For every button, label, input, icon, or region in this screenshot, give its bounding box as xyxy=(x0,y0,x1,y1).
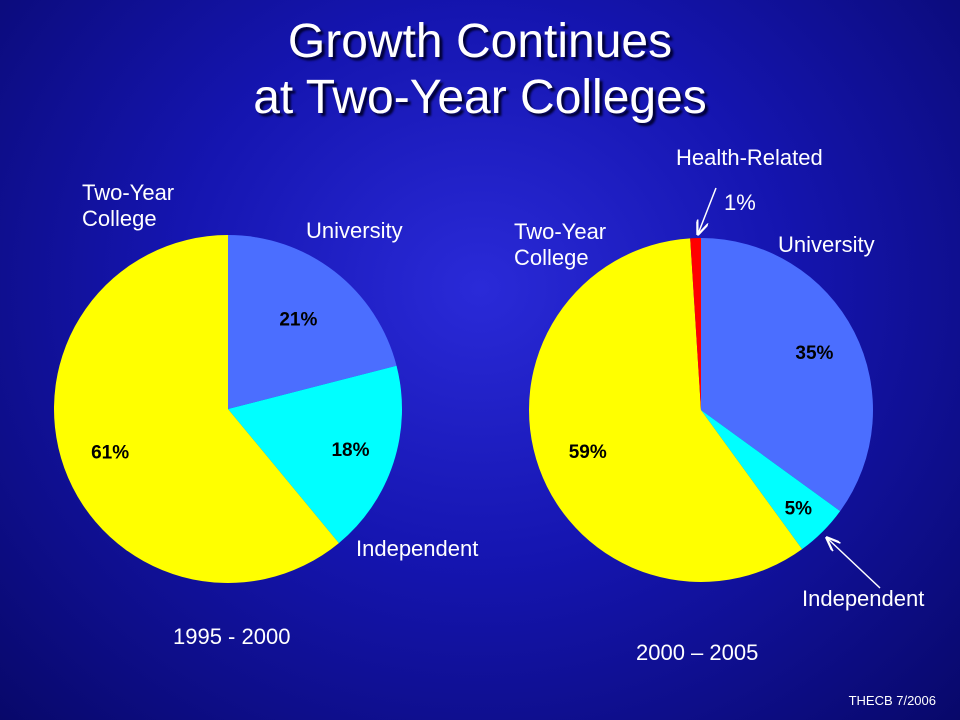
title-line-2: at Two-Year Colleges xyxy=(253,71,707,124)
chart2-slice-independent xyxy=(701,410,841,550)
pie-chart-1995-2000: 21% 18% 61% xyxy=(53,235,402,583)
chart2-university-label: University xyxy=(778,232,875,257)
chart1-slice-label-university: 21% xyxy=(279,309,317,330)
chart1-two-year-label-line2: College xyxy=(82,206,157,231)
chart2-health-related-label: Health-Related xyxy=(676,145,823,170)
chart2-two-year-label: Two-Year College xyxy=(514,219,606,271)
footer-credit: THECB 7/2006 xyxy=(848,693,936,708)
chart1-slice-two-year-college xyxy=(53,235,339,583)
chart1-university-label: University xyxy=(306,218,403,243)
chart2-slice-label-two-year-college: 59% xyxy=(569,442,607,463)
chart2-slice-university xyxy=(701,238,874,512)
chart1-period-label: 1995 - 2000 xyxy=(173,624,291,649)
chart2-slice-label-independent: 5% xyxy=(785,498,813,519)
chart1-slice-independent xyxy=(228,365,402,544)
pie-chart-2000-2005: 35% 5% 59% xyxy=(529,238,874,582)
independent-arrow xyxy=(827,538,881,589)
chart1-slice-university xyxy=(228,235,397,409)
chart2-two-year-label-line1: Two-Year xyxy=(514,219,607,244)
chart2-slice-two-year-college xyxy=(529,238,803,582)
chart1-two-year-label: Two-Year College xyxy=(82,180,174,232)
chart2-two-year-label-line2: College xyxy=(514,245,589,270)
chart1-slice-label-independent: 18% xyxy=(331,440,369,461)
chart1-slice-label-two-year-college: 61% xyxy=(91,442,129,463)
chart2-slice-label-university: 35% xyxy=(795,343,833,364)
slide-title: Growth Continues at Two-Year Colleges xyxy=(0,14,960,126)
health-related-arrow xyxy=(698,187,717,234)
chart2-independent-label: Independent xyxy=(802,586,925,611)
chart2-period-label: 2000 – 2005 xyxy=(636,640,759,665)
chart2-slice-health-related xyxy=(690,238,701,410)
chart2-health-related-value: 1% xyxy=(724,190,756,215)
chart1-two-year-label-line1: Two-Year xyxy=(82,180,175,205)
title-line-1: Growth Continues xyxy=(287,15,673,68)
chart1-independent-label: Independent xyxy=(356,536,479,561)
